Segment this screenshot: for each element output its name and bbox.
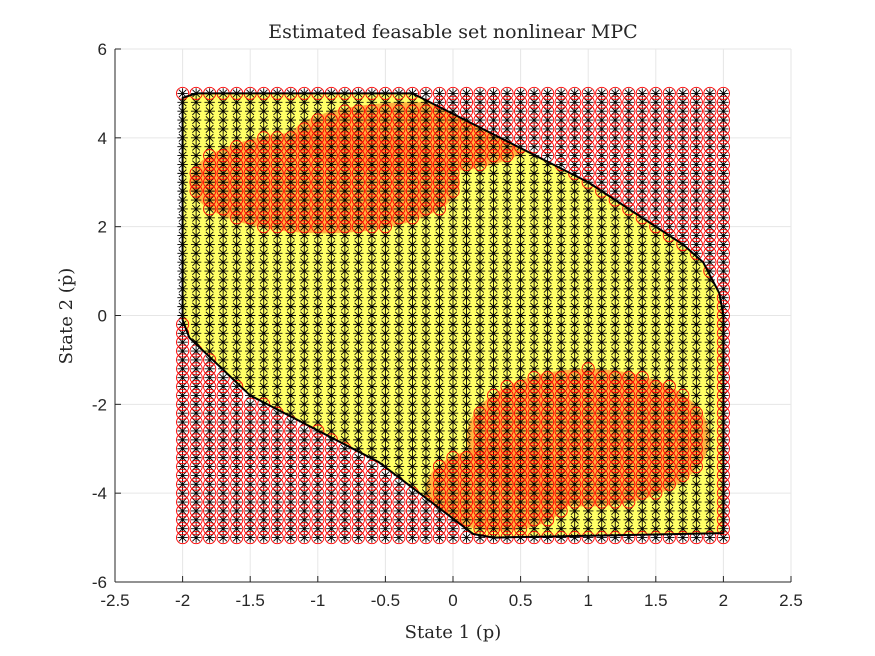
- y-tick-label: 0: [98, 307, 107, 326]
- y-tick-label: 2: [98, 218, 107, 237]
- y-tick-label: -4: [92, 484, 107, 503]
- y-tick-label: -6: [92, 573, 107, 592]
- x-tick-label: 1.5: [644, 591, 668, 610]
- y-axis-label: State 2 (ṗ): [56, 268, 77, 365]
- x-tick-label: -1.5: [236, 591, 265, 610]
- x-tick-label: -2.5: [100, 591, 129, 610]
- x-tick-label: 2.5: [779, 591, 803, 610]
- y-tick-label: 6: [98, 40, 107, 59]
- asterisk-markers: [177, 88, 729, 543]
- feasible-set-boundary: [181, 92, 725, 539]
- chart-title: Estimated feasable set nonlinear MPC: [268, 21, 637, 43]
- y-axis-ticks: -6 -4 -2 0 2 4 6: [92, 40, 121, 592]
- y-tick-label: 4: [98, 129, 107, 148]
- x-axis-label: State 1 (p): [405, 622, 502, 643]
- circle-markers: [176, 86, 730, 545]
- grid-markers: [176, 86, 730, 545]
- x-tick-label: 2: [719, 591, 728, 610]
- y-tick-label: -2: [92, 395, 107, 414]
- x-tick-label: 0.5: [509, 591, 533, 610]
- x-tick-label: 0: [448, 591, 457, 610]
- x-tick-label: -2: [175, 591, 190, 610]
- x-tick-label: -1: [310, 591, 325, 610]
- x-axis-ticks: -2.5 -2 -1.5 -1 -0.5 0 0.5 1 1.5 2 2.5: [100, 576, 803, 610]
- x-tick-label: -0.5: [371, 591, 400, 610]
- x-tick-label: 1: [583, 591, 592, 610]
- overlap-region: [425, 446, 575, 531]
